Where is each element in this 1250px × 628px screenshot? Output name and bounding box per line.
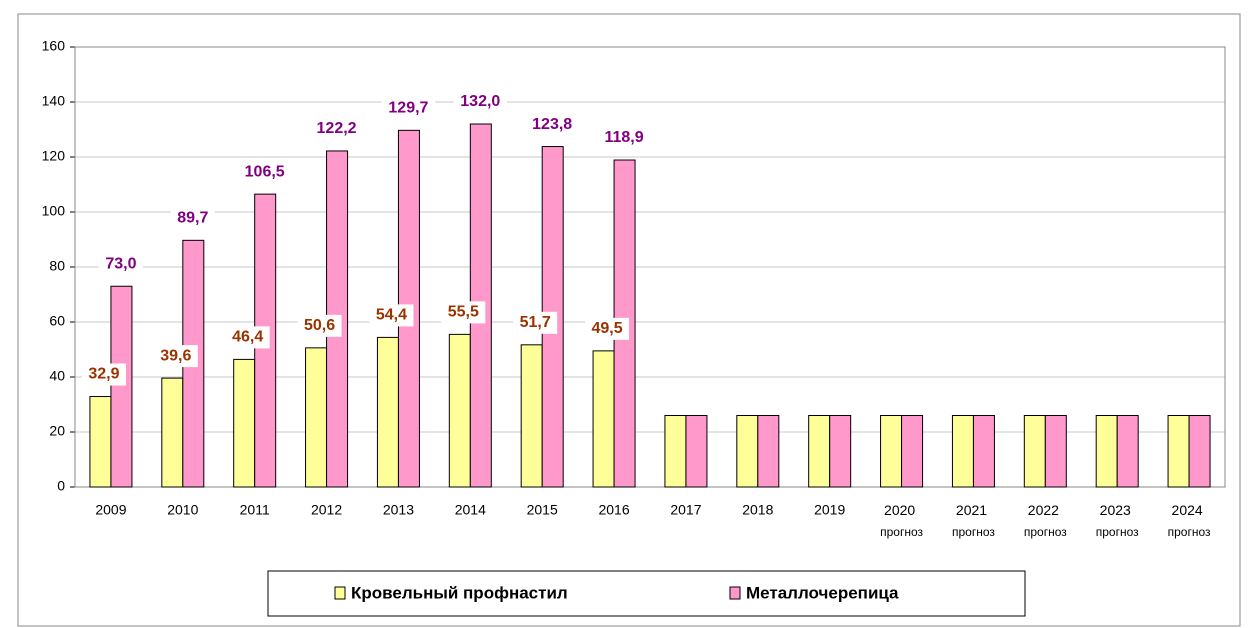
bar bbox=[901, 415, 924, 488]
x-tick-label: 2016 bbox=[598, 502, 629, 518]
y-tick-label: 0 bbox=[57, 478, 65, 494]
bar bbox=[972, 415, 995, 488]
value-label-bg bbox=[369, 304, 414, 327]
value-label: 132,0 bbox=[460, 93, 500, 110]
x-tick-label: 2013 bbox=[383, 502, 414, 518]
y-tick-label: 40 bbox=[49, 368, 65, 384]
value-label: 39,6 bbox=[160, 347, 191, 364]
bar bbox=[376, 336, 399, 488]
value-label-bg bbox=[153, 345, 198, 368]
value-label-bg bbox=[309, 117, 364, 140]
value-label: 50,6 bbox=[304, 317, 335, 334]
bar bbox=[110, 285, 133, 488]
value-label-bg bbox=[98, 253, 143, 276]
legend-swatch bbox=[729, 586, 741, 600]
value-label: 89,7 bbox=[177, 210, 208, 227]
bar bbox=[808, 415, 831, 488]
value-label-bg bbox=[237, 161, 292, 184]
x-tick-label: 2012 bbox=[311, 502, 342, 518]
value-label-bg bbox=[525, 113, 579, 136]
value-label-bg bbox=[585, 317, 630, 340]
y-tick-label: 120 bbox=[42, 148, 66, 164]
y-tick-label: 20 bbox=[49, 423, 65, 439]
y-tick-label: 140 bbox=[42, 93, 66, 109]
bar bbox=[1044, 415, 1067, 488]
x-tick-label: 2019 bbox=[814, 502, 845, 518]
bar bbox=[757, 415, 780, 488]
value-label: 54,4 bbox=[376, 307, 407, 324]
bar bbox=[305, 347, 328, 488]
y-tick-label: 160 bbox=[42, 38, 66, 54]
x-tick-label: 2017 bbox=[670, 502, 701, 518]
bar bbox=[1167, 415, 1190, 488]
x-tick-label-line: прогноз bbox=[952, 525, 995, 539]
value-label: 122,2 bbox=[317, 120, 357, 137]
bar bbox=[951, 415, 974, 488]
bar bbox=[664, 415, 687, 488]
bar bbox=[89, 396, 112, 488]
x-tick-label-line: 2023 bbox=[1100, 502, 1135, 518]
x-tick-label: 2018 bbox=[742, 502, 773, 518]
legend-swatch bbox=[334, 586, 346, 600]
x-tick-label: 2011 bbox=[240, 502, 270, 518]
x-tick-label: 2009 bbox=[95, 502, 126, 518]
x-tick-label-line: прогноз bbox=[1024, 525, 1067, 539]
x-tick-label-line: 2020 bbox=[884, 502, 919, 518]
x-tick-label: 2015 bbox=[527, 502, 558, 518]
x-tick-label: 2020 прогноз bbox=[880, 502, 923, 539]
value-label: 49,5 bbox=[591, 320, 622, 337]
value-label: 51,7 bbox=[520, 314, 551, 331]
x-tick-label-line: прогноз bbox=[1168, 525, 1211, 539]
x-tick-label-line: 2021 bbox=[956, 502, 991, 518]
bar bbox=[1095, 415, 1118, 488]
bar bbox=[1188, 415, 1211, 488]
bar bbox=[233, 358, 256, 488]
x-tick-label: 2021 прогноз bbox=[952, 502, 995, 539]
bar bbox=[161, 377, 184, 488]
x-tick-label-line: прогноз bbox=[1096, 525, 1139, 539]
value-label: 32,9 bbox=[88, 366, 119, 383]
x-tick-label: 2023 прогноз bbox=[1096, 502, 1139, 539]
value-label-bg bbox=[170, 207, 215, 230]
bar bbox=[736, 415, 759, 488]
value-label-bg bbox=[597, 127, 651, 150]
x-tick-label: 2022 прогноз bbox=[1024, 502, 1067, 539]
value-label-bg bbox=[513, 311, 558, 334]
value-label: 123,8 bbox=[532, 116, 572, 133]
value-label: 73,0 bbox=[105, 255, 136, 272]
x-tick-label: 2024 прогноз bbox=[1168, 502, 1211, 539]
value-label-bg bbox=[225, 326, 270, 349]
value-label: 55,5 bbox=[448, 304, 479, 321]
y-tick-label: 60 bbox=[49, 313, 65, 329]
legend-label: Металлочерепица bbox=[746, 583, 899, 602]
y-tick-label: 100 bbox=[42, 203, 66, 219]
bar bbox=[1023, 415, 1046, 488]
value-label-bg bbox=[381, 97, 436, 120]
plot-border bbox=[74, 46, 1226, 488]
bar bbox=[829, 415, 852, 488]
value-label: 106,5 bbox=[245, 163, 285, 180]
bar bbox=[520, 344, 543, 488]
value-label-bg bbox=[453, 91, 508, 113]
bar bbox=[880, 415, 903, 488]
y-tick-label: 80 bbox=[49, 258, 65, 274]
x-tick-label-line: 2024 bbox=[1172, 502, 1207, 518]
value-label: 129,7 bbox=[388, 100, 428, 117]
value-label: 46,4 bbox=[232, 329, 263, 346]
value-label-bg bbox=[297, 314, 342, 337]
value-label-bg bbox=[441, 301, 486, 324]
value-label-bg bbox=[81, 363, 126, 386]
x-tick-label-line: прогноз bbox=[880, 525, 923, 539]
legend-box bbox=[267, 570, 1026, 617]
x-tick-label-line: 2022 bbox=[1028, 502, 1063, 518]
x-tick-label: 2010 bbox=[167, 502, 198, 518]
value-label: 118,9 bbox=[604, 129, 643, 146]
bar bbox=[592, 350, 615, 488]
bar bbox=[448, 333, 471, 488]
bar bbox=[1116, 415, 1139, 488]
legend-label: Кровельный профнастил bbox=[351, 583, 568, 602]
x-tick-label: 2014 bbox=[455, 502, 486, 518]
bar bbox=[685, 415, 708, 488]
